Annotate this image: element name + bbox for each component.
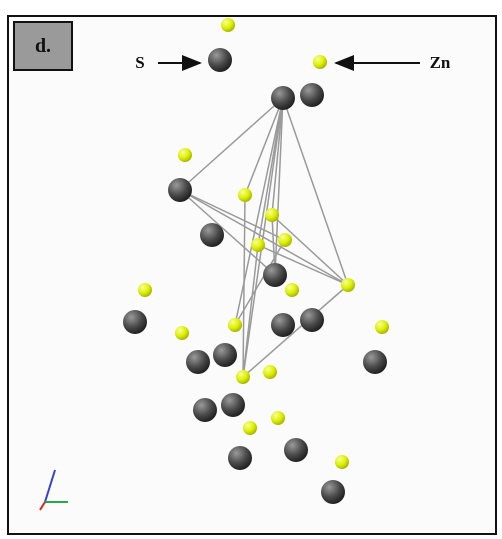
- sulfur-label: S: [135, 53, 144, 72]
- panel-label: d.: [35, 35, 51, 57]
- frame: [8, 16, 496, 534]
- figure: d. S Zn: [0, 0, 502, 539]
- zinc-label: Zn: [430, 53, 451, 72]
- page: {"panel_label": "d.", "labels": {"sulfur…: [0, 0, 502, 539]
